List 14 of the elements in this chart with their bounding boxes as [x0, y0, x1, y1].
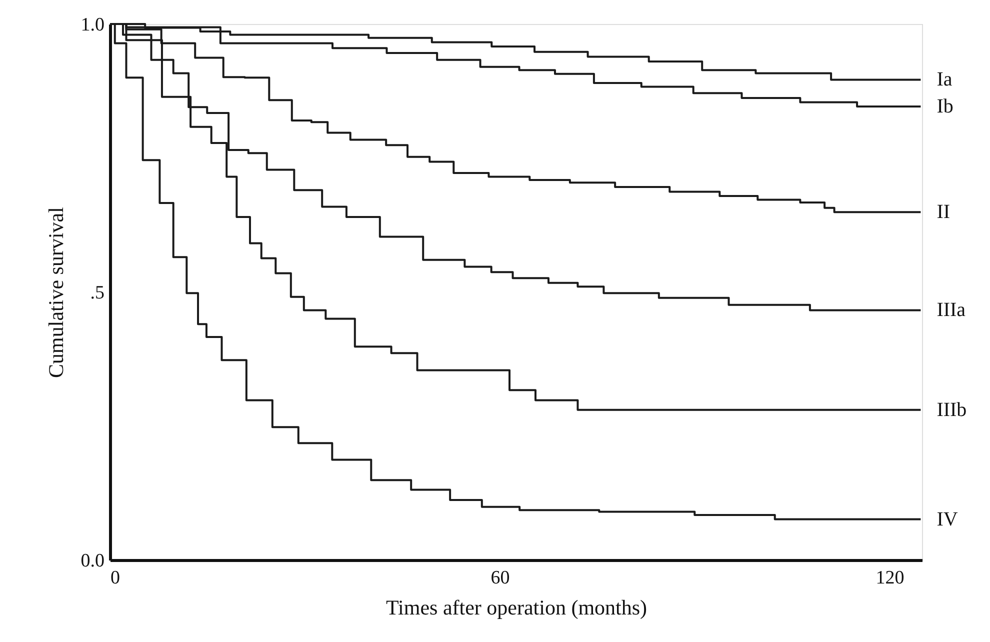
series-label: IV — [936, 508, 958, 530]
x-tick-label: 0 — [110, 568, 120, 588]
y-tick-label: 0.0 — [80, 550, 104, 572]
x-axis-title: Times after operation (months) — [386, 596, 648, 620]
x-tick-label: 60 — [490, 568, 510, 588]
series-label: II — [936, 201, 950, 224]
y-axis-title: Cumulative survival — [44, 206, 68, 378]
series-label: IIIa — [936, 299, 966, 322]
y-tick-label: .5 — [90, 282, 104, 304]
series-label: Ib — [936, 96, 954, 118]
series-label: IIIb — [936, 398, 967, 421]
x-tick-label: 120 — [876, 568, 904, 588]
series-label: Ia — [936, 68, 952, 91]
y-tick-label: 1.0 — [80, 14, 104, 36]
